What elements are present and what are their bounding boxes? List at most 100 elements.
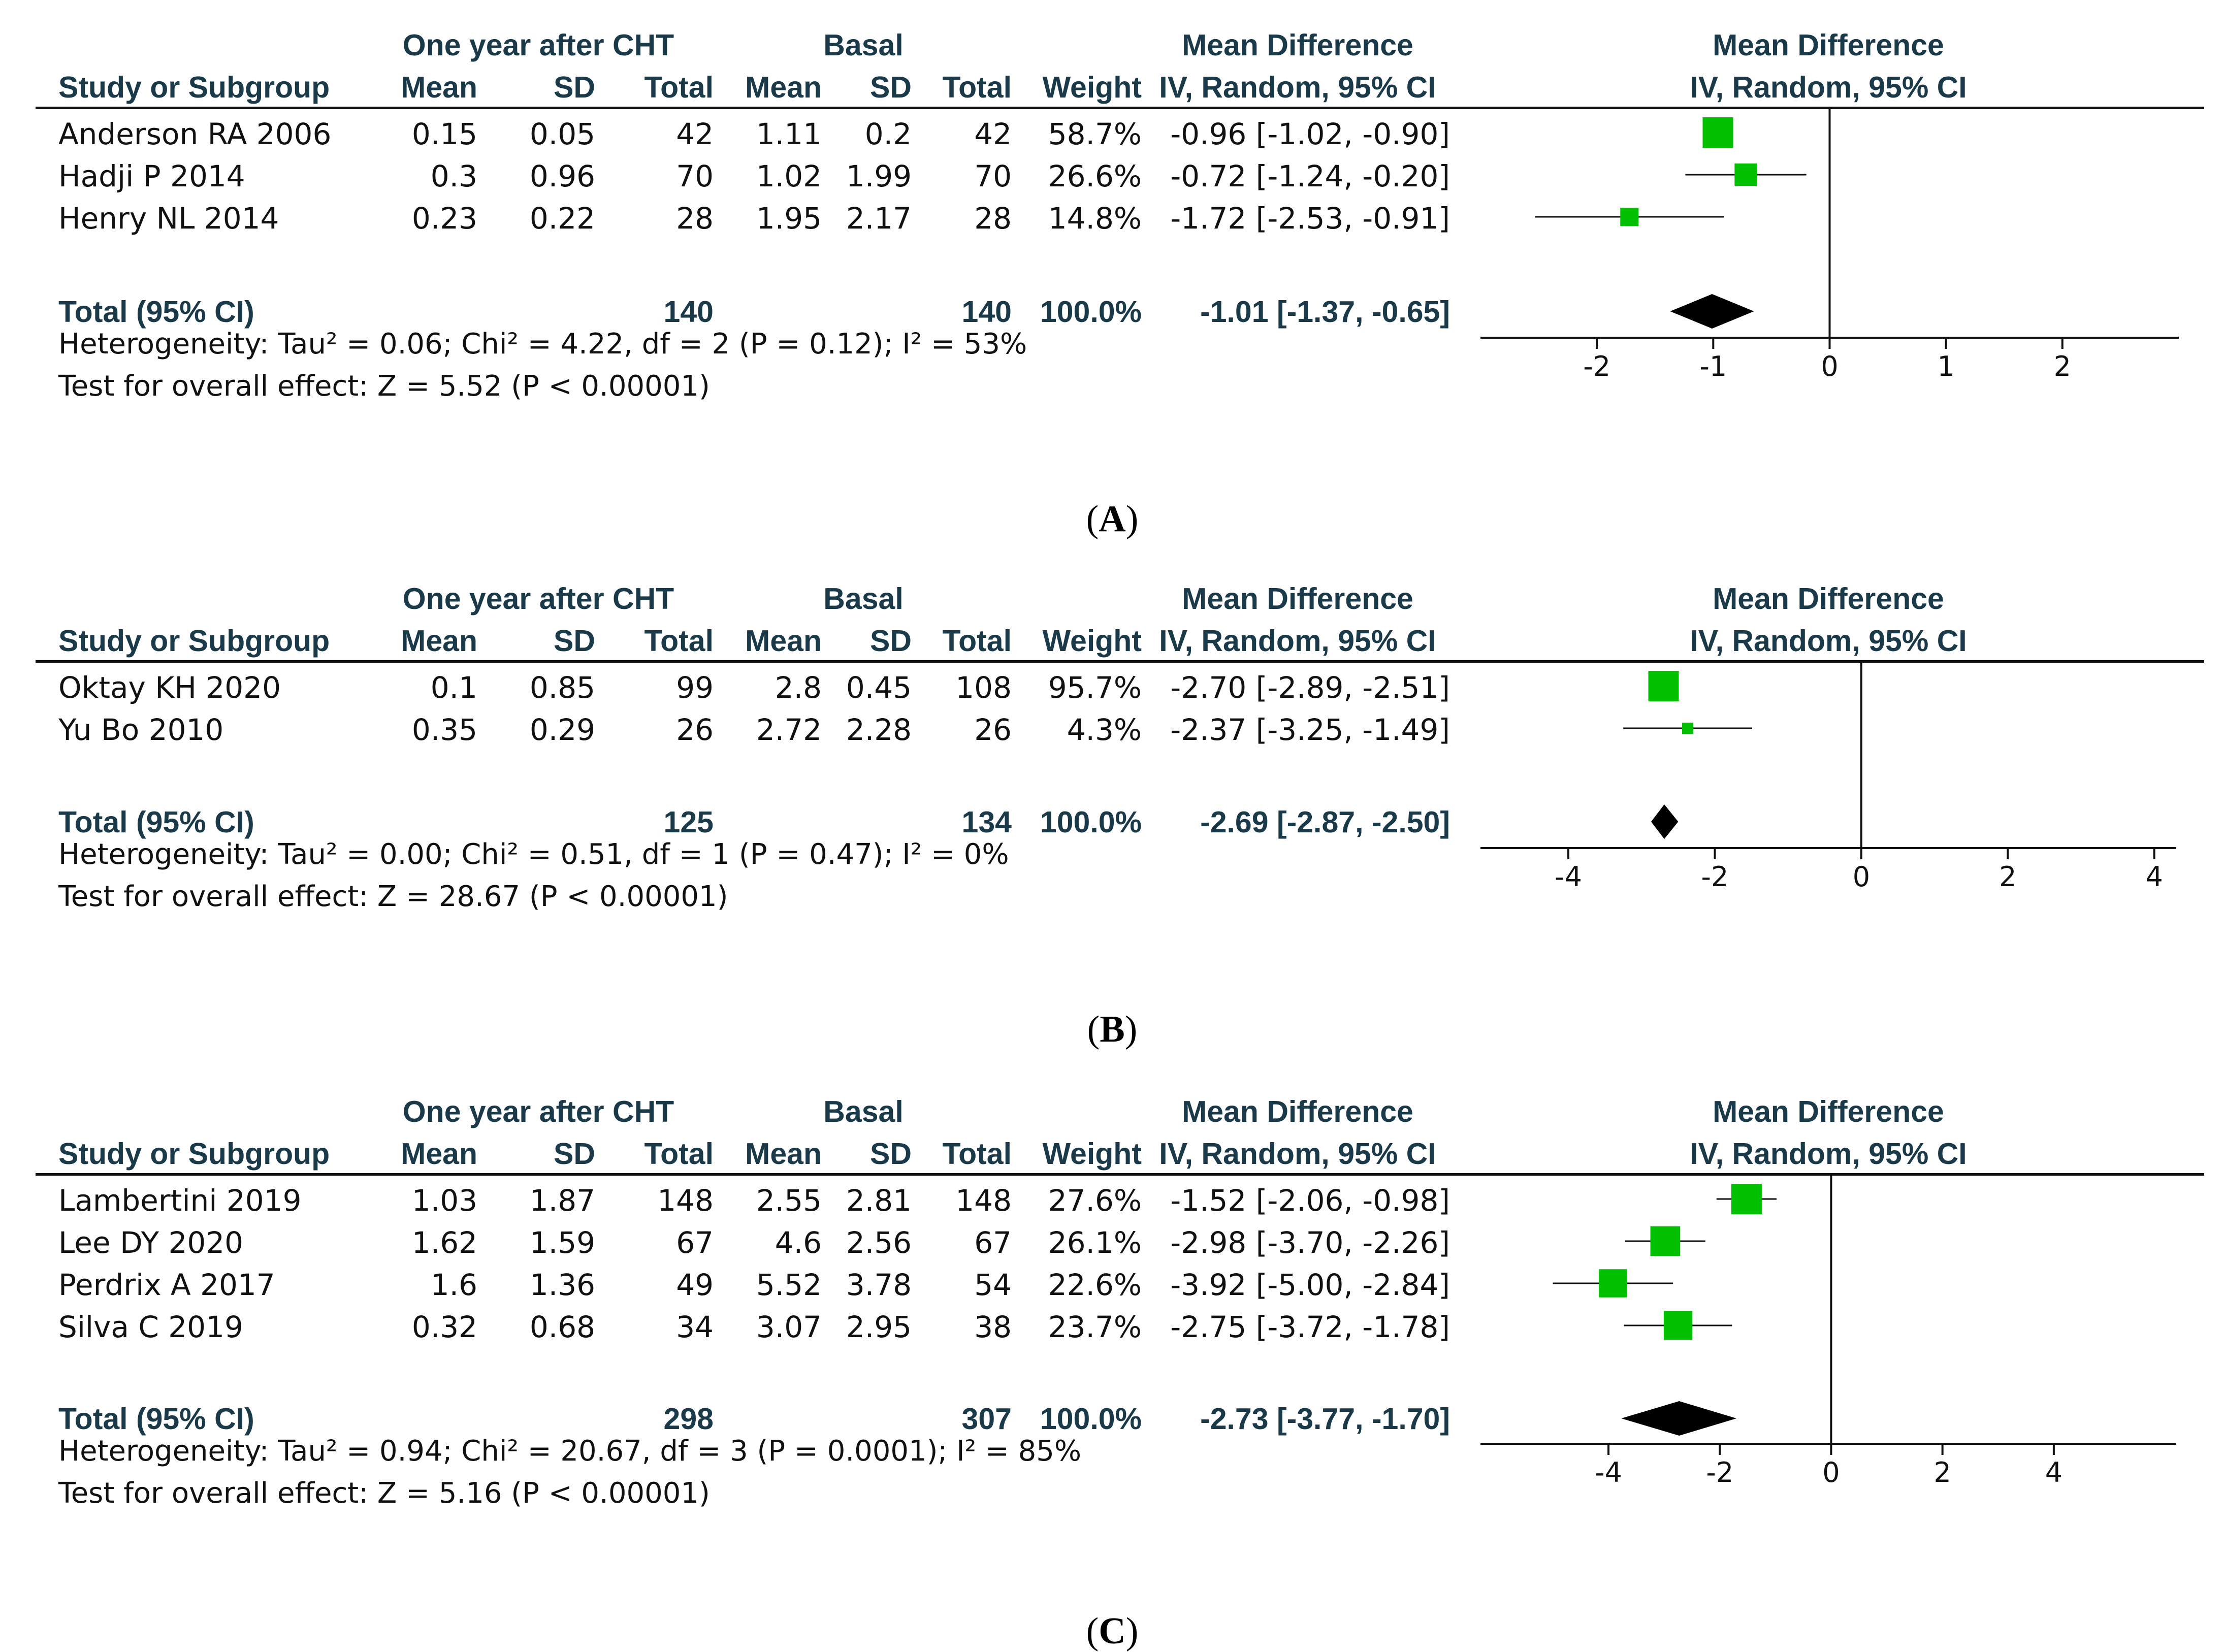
plot-header-bottom: IV, Random, 95% CI [1690,1137,1967,1171]
pooled-diamond [1621,1401,1737,1436]
total2-header: Total [942,71,1012,104]
total1-value: 70 [676,159,714,193]
x-tick-label: -2 [1706,1456,1733,1488]
total2-sum: 140 [961,295,1012,329]
weight-value: 22.6% [1048,1268,1142,1302]
study-name: Henry NL 2014 [58,201,279,236]
sd1-value: 0.85 [529,670,595,705]
study-header: Study or Subgroup [58,624,330,658]
sd1-value: 1.36 [529,1268,595,1302]
total-ci: -1.01 [-1.37, -0.65] [1200,295,1450,329]
total2-value: 67 [974,1225,1012,1260]
total1-sum: 298 [663,1402,714,1436]
study-name: Oktay KH 2020 [58,670,281,705]
panel-letter: C [1099,1610,1126,1652]
mean1-value: 0.32 [411,1310,477,1344]
mean1-value: 0.23 [411,201,477,236]
x-tick-label: 2 [1934,1456,1951,1488]
total1-value: 28 [676,201,714,236]
weight-value: 95.7% [1048,670,1142,705]
total1-value: 49 [676,1268,714,1302]
mean2-value: 2.55 [756,1183,822,1218]
sd1-header: SD [554,71,595,104]
study-name: Yu Bo 2010 [58,712,224,747]
ci-value: -2.70 [-2.89, -2.51] [1170,670,1450,705]
header-rule [36,107,2204,109]
sd2-header: SD [870,624,912,658]
md-header-top: Mean Difference [1182,582,1413,616]
study-name: Anderson RA 2006 [58,117,332,151]
plot-header-bottom: IV, Random, 95% CI [1690,624,1967,658]
panel-caption: (C) [1086,1610,1139,1652]
mean2-value: 4.6 [775,1225,822,1260]
x-tick-label: 0 [1822,1456,1840,1488]
effect-square [1648,671,1679,701]
ci-value: -3.92 [-5.00, -2.84] [1170,1268,1450,1302]
weight-header: Weight [1042,71,1142,104]
sd2-value: 0.2 [864,117,912,151]
total1-value: 42 [676,117,714,151]
weight-value: 23.7% [1048,1310,1142,1344]
mean1-header: Mean [401,71,477,104]
sd1-value: 1.59 [529,1225,595,1260]
total2-sum: 134 [961,805,1012,839]
sd1-value: 0.96 [529,159,595,193]
effect-square [1620,207,1639,226]
overall-effect-text: Test for overall effect: Z = 5.16 (P < 0… [58,1477,710,1510]
mean1-value: 0.15 [411,117,477,151]
study-header: Study or Subgroup [58,71,330,104]
effect-square [1731,1184,1762,1214]
mean2-value: 2.72 [756,712,822,747]
weight-value: 26.1% [1048,1225,1142,1260]
plot-header-bottom: IV, Random, 95% CI [1690,71,1967,104]
pooled-diamond [1651,804,1679,839]
pooled-diamond [1670,294,1754,329]
ci-value: -2.75 [-3.72, -1.78] [1170,1310,1450,1344]
x-tick-label: 2 [2054,350,2071,382]
mean2-header: Mean [745,71,822,104]
ci-value: -0.96 [-1.02, -0.90] [1170,117,1450,151]
total1-value: 99 [676,670,714,705]
weight-value: 14.8% [1048,201,1142,236]
group1-header: One year after CHT [402,1095,674,1128]
x-tick-label: 0 [1821,350,1838,382]
md-header-top: Mean Difference [1182,1095,1413,1128]
total1-value: 26 [676,712,714,747]
effect-square [1650,1226,1681,1256]
md-header-top: Mean Difference [1182,28,1413,62]
sd1-value: 1.87 [529,1183,595,1218]
group2-header: Basal [823,28,904,62]
heterogeneity-text: Heterogeneity: Tau² = 0.06; Chi² = 4.22,… [58,328,1027,361]
effect-square [1702,117,1733,148]
total-label: Total (95% CI) [58,805,254,839]
overall-effect-text: Test for overall effect: Z = 5.52 (P < 0… [58,370,710,403]
ci-value: -1.72 [-2.53, -0.91] [1170,201,1450,236]
mean1-value: 0.1 [430,670,477,705]
total1-sum: 125 [663,805,714,839]
mean2-value: 1.11 [756,117,822,151]
group2-header: Basal [823,1095,904,1128]
ci-value: -2.98 [-3.70, -2.26] [1170,1225,1450,1260]
total-label: Total (95% CI) [58,1402,254,1436]
mean2-header: Mean [745,624,822,658]
heterogeneity-text: Heterogeneity: Tau² = 0.94; Chi² = 20.67… [58,1435,1082,1468]
mean1-value: 1.03 [411,1183,477,1218]
total1-value: 34 [676,1310,714,1344]
total2-value: 38 [974,1310,1012,1344]
total1-value: 148 [657,1183,714,1218]
header-rule [36,660,2204,663]
ci-value: -2.37 [-3.25, -1.49] [1170,712,1450,747]
mean2-value: 2.8 [775,670,822,705]
heterogeneity-text: Heterogeneity: Tau² = 0.00; Chi² = 0.51,… [58,838,1009,871]
weight-header: Weight [1042,624,1142,658]
x-tick-label: 0 [1853,861,1870,893]
study-name: Silva C 2019 [58,1310,243,1344]
sd2-value: 2.56 [846,1225,912,1260]
total1-sum: 140 [663,295,714,329]
sd1-value: 0.22 [529,201,595,236]
x-tick-label: -4 [1595,1456,1622,1488]
total2-header: Total [942,1137,1012,1171]
mean1-value: 0.3 [430,159,477,193]
panel-caption: (B) [1087,1009,1138,1050]
